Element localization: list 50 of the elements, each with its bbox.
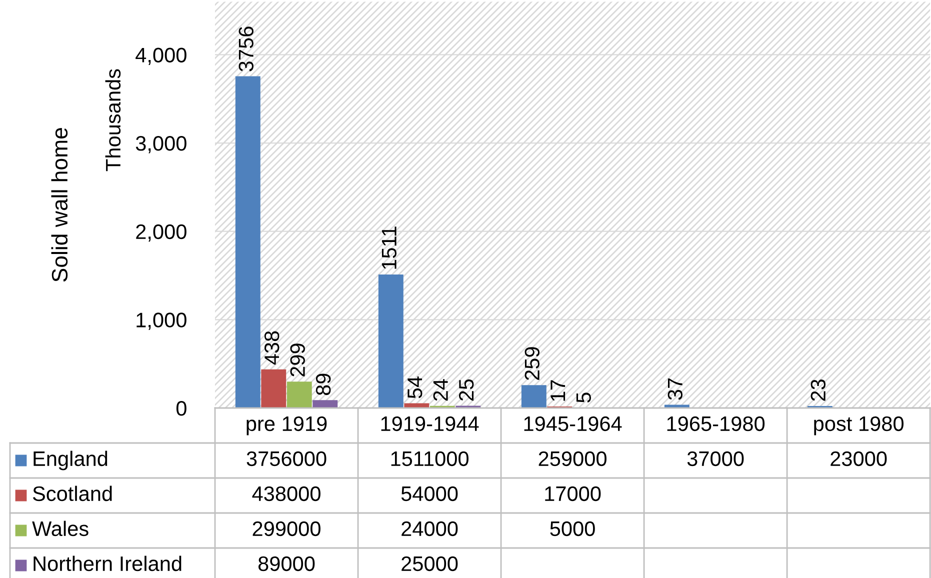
bar [235, 76, 260, 408]
y-tick-label: 3,000 [136, 136, 186, 154]
text: 37000 [687, 451, 744, 466]
text: 3756000 [246, 451, 326, 466]
data-label: 259 [524, 347, 540, 380]
legend-label: Wales [32, 520, 88, 536]
text: Thousands [105, 69, 121, 172]
legend-label: Northern Ireland [34, 556, 182, 572]
text: 25000 [402, 556, 458, 572]
text: 5000 [550, 521, 595, 536]
x-tick-label: post 1980 [814, 416, 904, 436]
data-label: 54 [408, 376, 422, 398]
text: 54000 [401, 486, 458, 502]
data-label: 89 [316, 374, 331, 396]
data-label: 37 [668, 378, 683, 400]
data-label: 5 [576, 392, 591, 403]
bar [378, 274, 404, 408]
x-tick-label: pre 1919 [246, 416, 327, 436]
bar [404, 403, 430, 408]
y-tick-label: 4,000 [136, 48, 186, 65]
text: 23000 [830, 451, 887, 466]
text: 259000 [538, 451, 606, 466]
x-tick-label: 1919-1944 [381, 416, 479, 432]
data-label: 299 [290, 344, 305, 376]
bar [261, 369, 286, 408]
text: 24000 [402, 521, 458, 536]
text: 1511000 [391, 451, 468, 466]
bar [312, 400, 338, 408]
data-label: 23 [810, 380, 826, 401]
data-label: 24 [433, 379, 448, 401]
data-label: 17 [550, 380, 566, 401]
data-label: 438 [264, 331, 280, 365]
text: 89000 [258, 556, 315, 572]
y-tick-label: 0 [176, 401, 186, 416]
data-label: 3756 [238, 26, 254, 72]
bar [521, 385, 546, 408]
x-tick-label: 1945-1964 [524, 416, 622, 432]
bar [286, 382, 312, 408]
bar [664, 404, 690, 408]
legend-label: England [34, 450, 108, 470]
data-label: 1511 [382, 226, 396, 269]
x-tick-label: 1965-1980 [667, 416, 765, 432]
text: 17000 [545, 486, 601, 502]
data-label: 25 [458, 379, 474, 401]
y-tick-label: 2,000 [136, 224, 186, 242]
y-axis-title: Solid wall home [51, 128, 68, 282]
legend-label: Scotland [32, 486, 112, 502]
y-tick-label: 1,000 [136, 312, 186, 330]
text: 438000 [252, 486, 320, 502]
text: 299000 [252, 521, 320, 536]
